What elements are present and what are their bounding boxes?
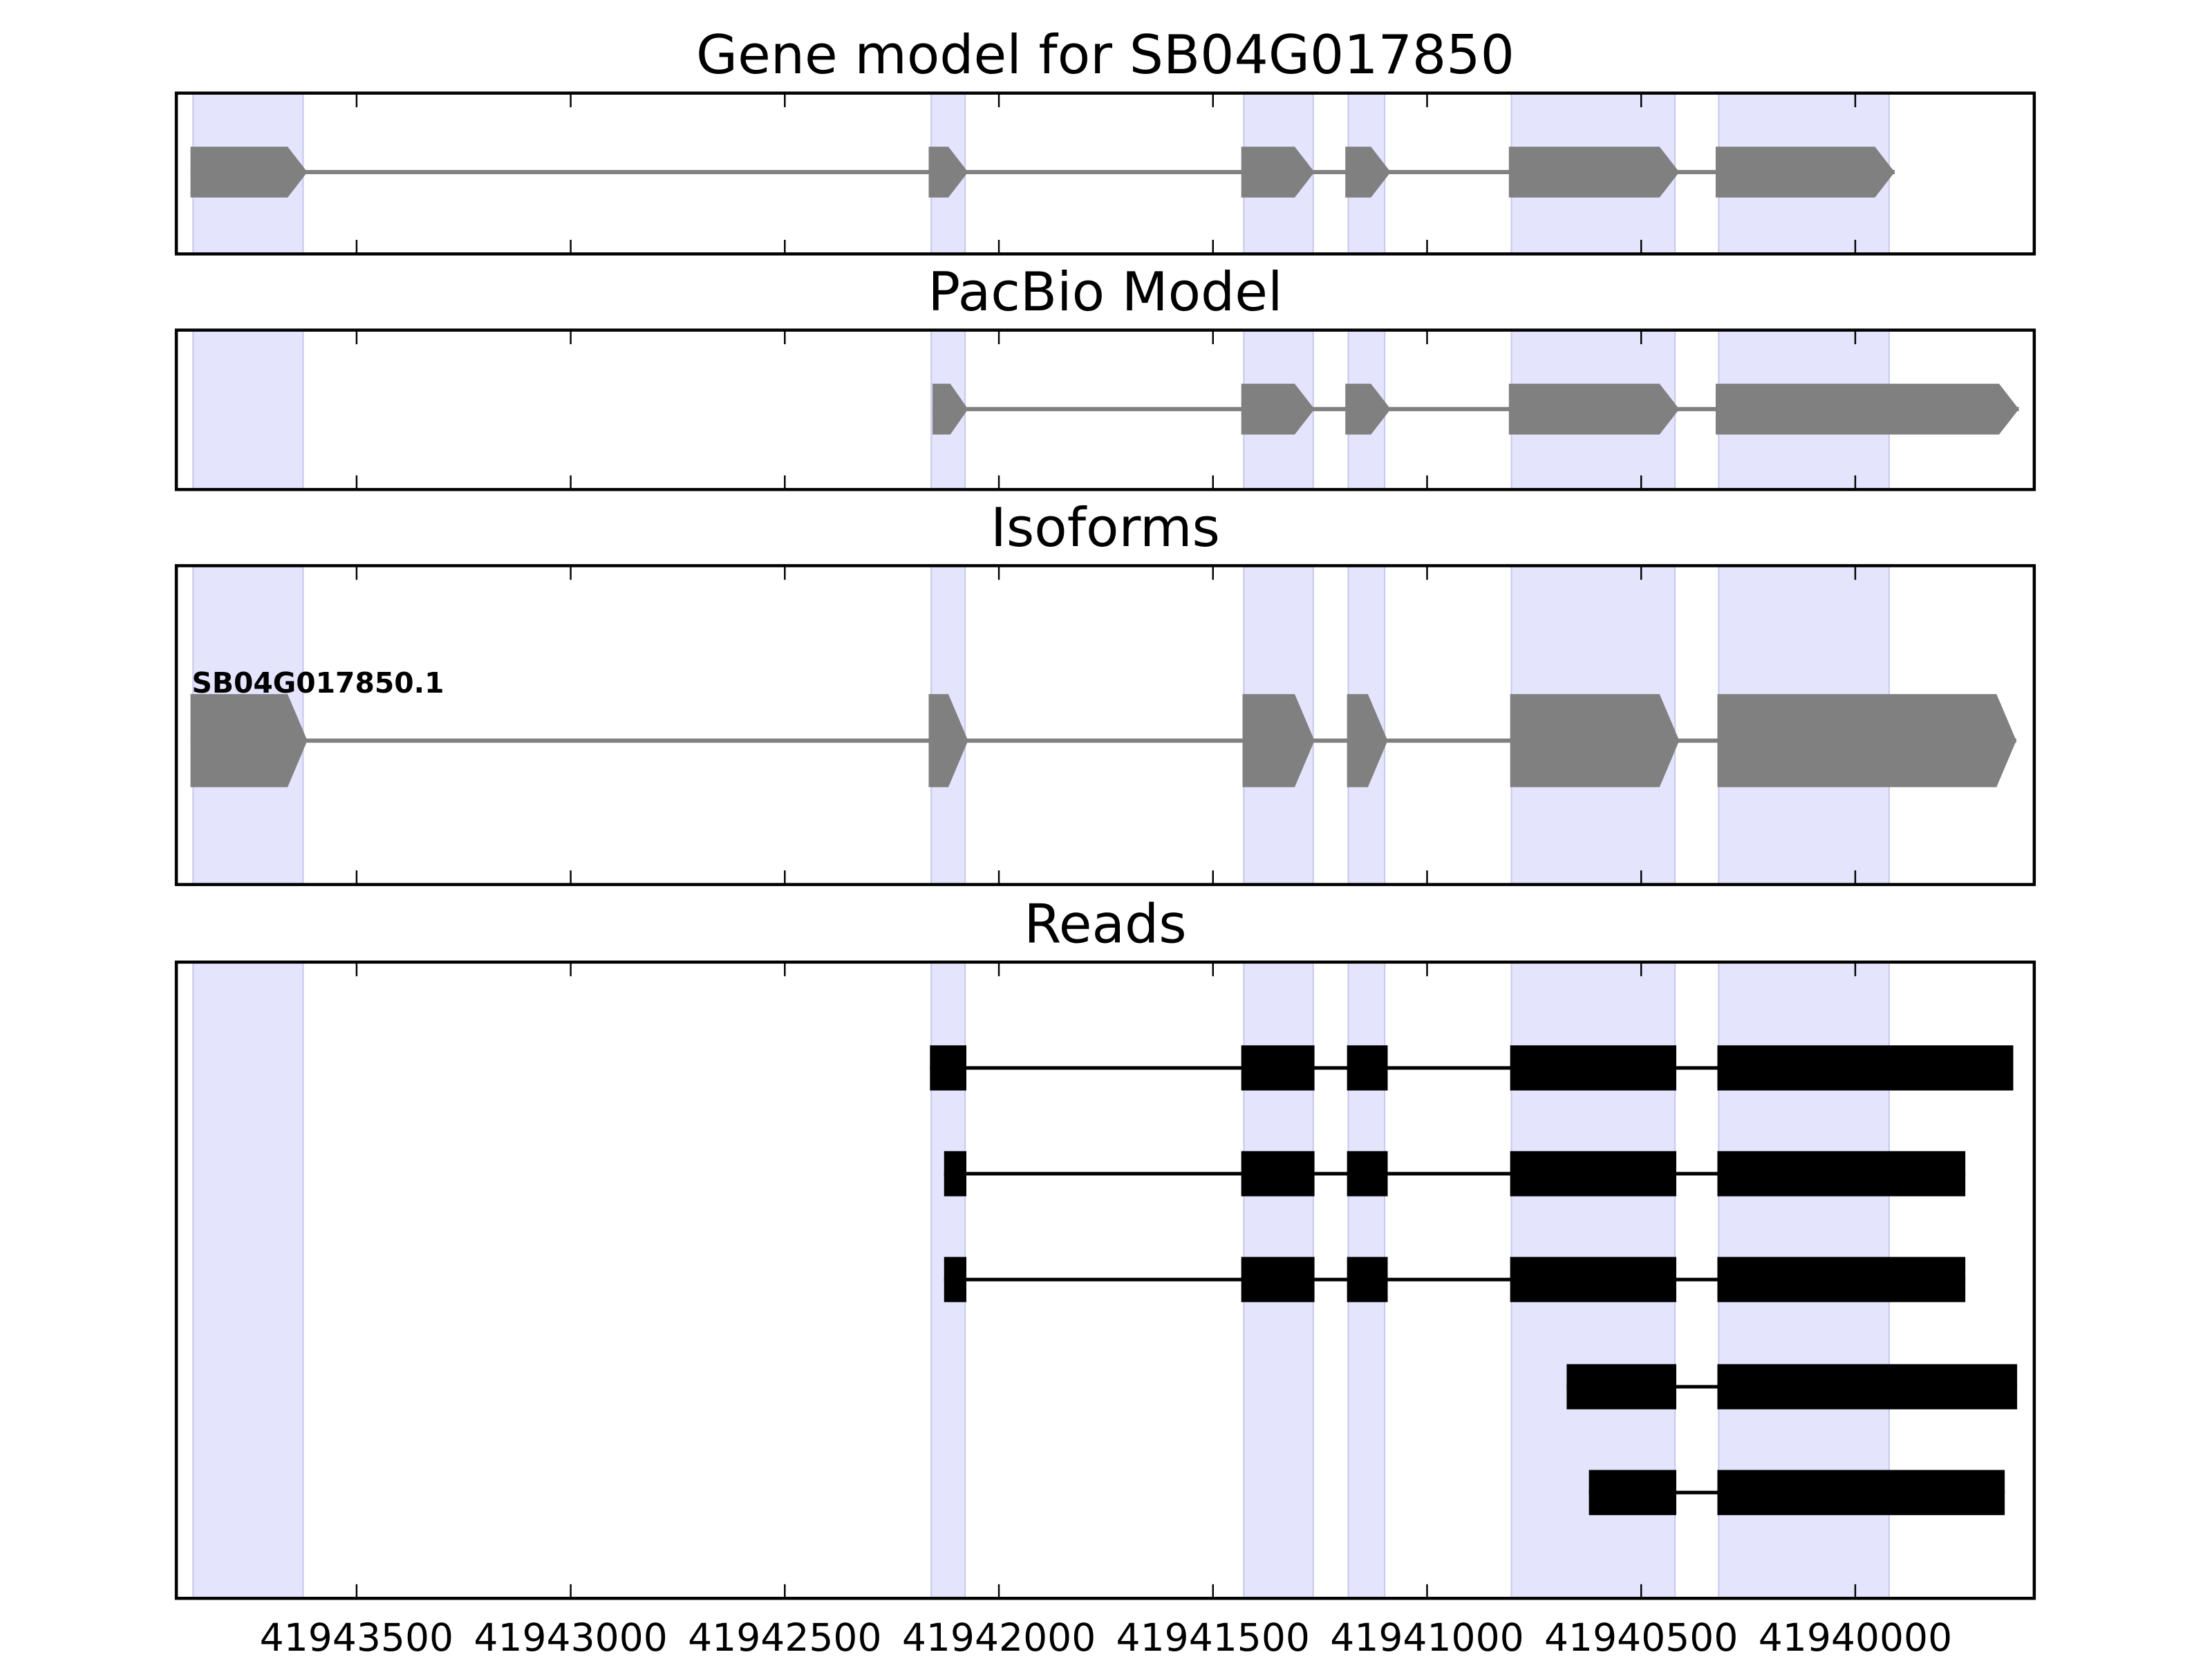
x-tick-label: 41941500: [1116, 1615, 1310, 1659]
exon-arrow: [1345, 384, 1391, 435]
exon-arrow: [1510, 694, 1680, 787]
exon-arrow: [1717, 694, 2016, 787]
exon-arrow: [1715, 147, 1895, 198]
read-exon: [1241, 1257, 1315, 1302]
read-exon: [1347, 1151, 1388, 1197]
exon-arrow: [1508, 147, 1680, 198]
x-tick-label: 41942000: [902, 1615, 1096, 1659]
read-exon: [944, 1151, 966, 1197]
panel-3: Reads: [174, 893, 2036, 1600]
read-exon: [1566, 1364, 1677, 1409]
read-exon: [930, 1045, 966, 1091]
read-exon: [1241, 1151, 1315, 1197]
panel-frame: [174, 91, 2036, 256]
read-exon: [1717, 1045, 2014, 1091]
read-exon: [1717, 1364, 2018, 1409]
isoform-label: SB04G017850.1: [192, 666, 444, 700]
x-tick-label: 41940000: [1759, 1615, 1952, 1659]
exon-arrow: [1242, 694, 1315, 787]
exon-shading: [192, 329, 304, 491]
panel-1: PacBio Model: [174, 261, 2036, 491]
exon-arrow: [932, 384, 968, 435]
x-tick-label: 41942500: [688, 1615, 881, 1659]
x-tick-label: 41943000: [474, 1615, 667, 1659]
panel-frame: [174, 328, 2036, 491]
panel-frame: [174, 960, 2036, 1600]
read-exon: [944, 1257, 966, 1302]
exon-arrow: [190, 147, 308, 198]
exon-arrow: [1715, 384, 2019, 435]
exon-arrow: [1241, 384, 1315, 435]
panel-title: Gene model for SB04G017850: [696, 24, 1515, 86]
exon-arrow: [1241, 147, 1315, 198]
exon-arrow: [190, 694, 308, 787]
panel-frame: [174, 564, 2036, 886]
read-exon: [1347, 1045, 1388, 1091]
x-tick-label: 41941000: [1330, 1615, 1524, 1659]
read-exon: [1588, 1470, 1677, 1515]
read-exon: [1510, 1045, 1677, 1091]
read-exon: [1510, 1257, 1677, 1302]
panel-title: Isoforms: [991, 497, 1220, 559]
read-exon: [1717, 1151, 1966, 1197]
exon-arrow: [1508, 384, 1680, 435]
x-tick-label: 41943500: [260, 1615, 453, 1659]
panel-title: Reads: [1024, 893, 1186, 955]
panel-0: Gene model for SB04G017850: [174, 24, 2036, 256]
read-exon: [1241, 1045, 1315, 1091]
read-exon: [1510, 1151, 1677, 1197]
panel-title: PacBio Model: [928, 261, 1282, 324]
read-exon: [1717, 1257, 1966, 1302]
exon-arrow: [1345, 147, 1391, 198]
exon-shading: [192, 961, 304, 1600]
read-exon: [1347, 1257, 1388, 1302]
panel-2: Isoforms SB04G017850.1: [174, 497, 2036, 886]
x-tick-label: 41940500: [1544, 1615, 1738, 1659]
exon-arrow: [1347, 694, 1388, 787]
read-exon: [1717, 1470, 2005, 1515]
